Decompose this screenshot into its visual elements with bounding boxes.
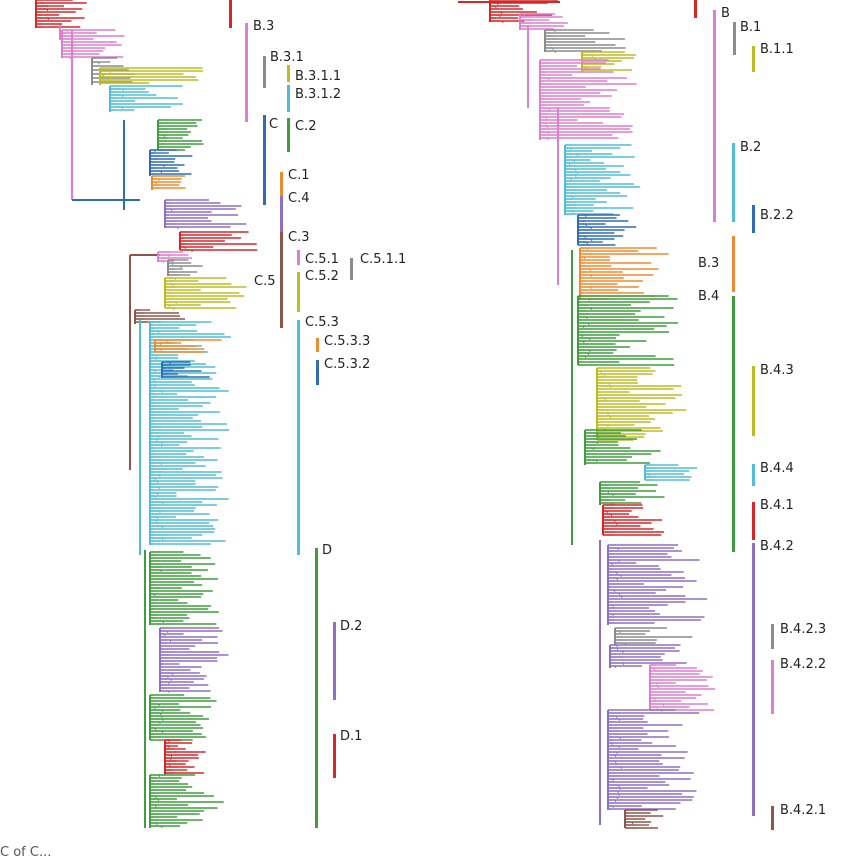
right-bar-b22 <box>752 205 755 233</box>
left-label-b-3-1-2: B.3.1.2 <box>295 87 341 102</box>
left-bar-c2 <box>287 118 290 152</box>
left-bar-b312 <box>287 85 290 112</box>
left-bar-c4 <box>280 196 283 232</box>
left-label-c-5-1: C.5.1 <box>305 252 339 267</box>
left-bar-c5 <box>280 232 283 328</box>
left-label-c-5-2: C.5.2 <box>305 269 339 284</box>
right-label-b-4: B.4 <box>698 289 719 304</box>
right-label-b-4-2-3: B.4.2.3 <box>780 622 826 637</box>
left-bar-b31 <box>263 56 266 88</box>
right-bar-b3 <box>732 236 735 292</box>
left-label-b-3-1-1: B.3.1.1 <box>295 69 341 84</box>
clade-bars <box>229 0 774 830</box>
left-label-c-5-3-3: C.5.3.3 <box>324 334 370 349</box>
left-bar-b3 <box>245 23 248 122</box>
left-label-c-5: C.5 <box>254 274 275 289</box>
right-bar-b43 <box>752 366 755 436</box>
left-label-c: C <box>269 117 278 132</box>
right-label-b-3: B.3 <box>698 256 719 271</box>
right-bar-b4 <box>732 296 735 552</box>
left-bar-d2 <box>333 622 336 700</box>
left-label-b-3: B.3 <box>253 19 274 34</box>
right-label-b-2-2: B.2.2 <box>760 208 794 223</box>
left-label-c-5-3-2: C.5.3.2 <box>324 357 370 372</box>
left-bar-c <box>263 115 266 205</box>
right-label-b-4-2-1: B.4.2.1 <box>780 803 826 818</box>
clade-labels: B.3 B.3.1 B.3.1.1 B.3.1.2 C C.2 C.1 C.4 C.3 C.5 C.… <box>253 6 826 818</box>
left-bar-c51 <box>297 250 300 265</box>
caption-fragment: C of C... <box>0 845 52 860</box>
right-bar-b2 <box>732 143 735 222</box>
left-bar-d <box>315 548 318 828</box>
left-bar-c532 <box>316 360 319 385</box>
right-bar-b44 <box>752 464 755 486</box>
left-bar-d1 <box>333 734 336 778</box>
right-bar-b422 <box>771 660 774 714</box>
right-bar-b42 <box>752 543 755 816</box>
left-bar-top-red <box>229 0 232 28</box>
left-label-c-5-1-1: C.5.1.1 <box>360 252 406 267</box>
right-label-b-4-2-2: B.4.2.2 <box>780 657 826 672</box>
right-label-b-1-1: B.1.1 <box>760 42 794 57</box>
right-label-b-4-4: B.4.4 <box>760 461 794 476</box>
left-label-c-2: C.2 <box>295 119 316 134</box>
left-label-d-2: D.2 <box>340 619 362 634</box>
right-label-b-1: B.1 <box>740 20 761 35</box>
right-label-b: B <box>721 6 730 21</box>
right-bar-b1 <box>733 22 736 55</box>
left-bar-c511 <box>350 258 353 280</box>
right-bar-b421 <box>771 806 774 830</box>
left-bar-c533 <box>316 338 319 352</box>
right-bar-b <box>713 10 716 222</box>
right-label-b-4-2: B.4.2 <box>760 539 794 554</box>
right-bar-b11 <box>752 46 755 72</box>
left-label-d: D <box>322 543 332 558</box>
left-bar-c53 <box>297 320 300 555</box>
right-label-b-4-1: B.4.1 <box>760 498 794 513</box>
right-label-b-2: B.2 <box>740 140 761 155</box>
tree-branches <box>35 0 716 829</box>
left-label-c-3: C.3 <box>288 230 309 245</box>
right-label-b-4-3: B.4.3 <box>760 363 794 378</box>
left-label-b-3-1: B.3.1 <box>270 50 304 65</box>
left-bar-b311 <box>287 65 290 82</box>
left-label-c-5-3: C.5.3 <box>305 315 339 330</box>
left-label-c-4: C.4 <box>288 191 309 206</box>
left-bar-c52 <box>297 272 300 312</box>
left-label-c-1: C.1 <box>288 168 309 183</box>
right-bar-top-red <box>694 0 697 18</box>
left-bar-c1 <box>280 172 283 196</box>
left-label-d-1: D.1 <box>340 729 362 744</box>
right-bar-b423 <box>771 624 774 649</box>
right-bar-b41 <box>752 502 755 540</box>
